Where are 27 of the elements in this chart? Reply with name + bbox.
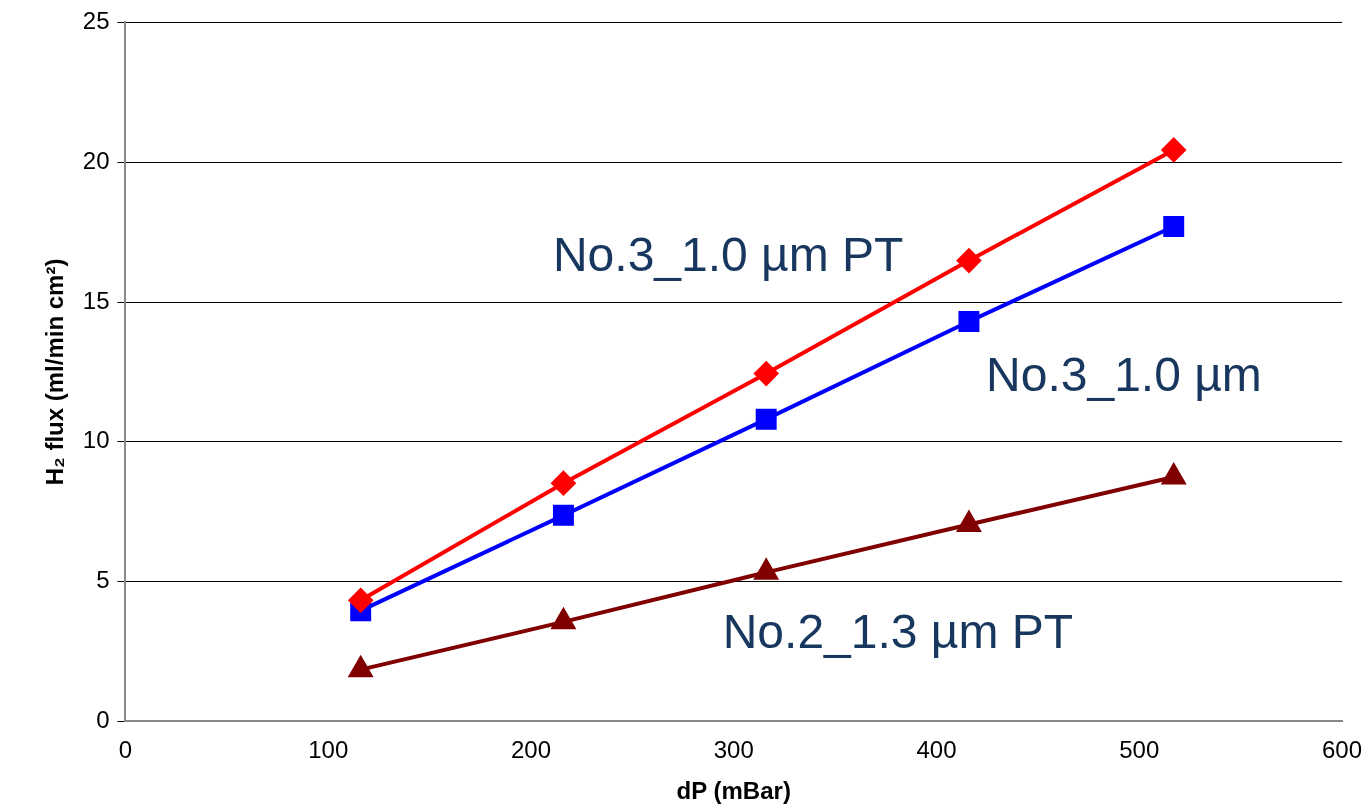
point xyxy=(755,408,777,430)
point xyxy=(754,361,779,386)
y-axis-title: H₂ flux (ml/min cm²) xyxy=(41,258,69,486)
point xyxy=(551,471,576,496)
y-tick-label: 5 xyxy=(96,566,110,594)
series-label: No.2_1.3 µm PT xyxy=(722,604,1074,658)
x-tick-label: 200 xyxy=(510,736,552,764)
point xyxy=(956,248,981,273)
y-tick-label: 10 xyxy=(82,426,110,454)
x-tick-label: 0 xyxy=(118,736,133,764)
y-tick-label: 25 xyxy=(82,7,110,35)
x-tick-label: 500 xyxy=(1119,736,1160,764)
point xyxy=(958,311,980,333)
x-axis-title: dP (mBar) xyxy=(676,777,791,805)
x-tick-label: 600 xyxy=(1321,736,1363,764)
x-tick-label: 100 xyxy=(308,736,349,764)
point xyxy=(1163,216,1185,237)
point xyxy=(1161,137,1186,162)
series-label: No.3_1.0 µm PT xyxy=(552,227,904,281)
point xyxy=(552,504,574,526)
x-tick-label: 300 xyxy=(713,736,754,764)
y-tick-label: 20 xyxy=(82,146,110,174)
series-label: No.3_1.0 µm xyxy=(986,347,1262,401)
x-tick-label: 400 xyxy=(916,736,957,764)
point xyxy=(348,588,373,613)
y-tick-label: 0 xyxy=(96,706,110,734)
y-tick-label: 15 xyxy=(82,286,110,314)
